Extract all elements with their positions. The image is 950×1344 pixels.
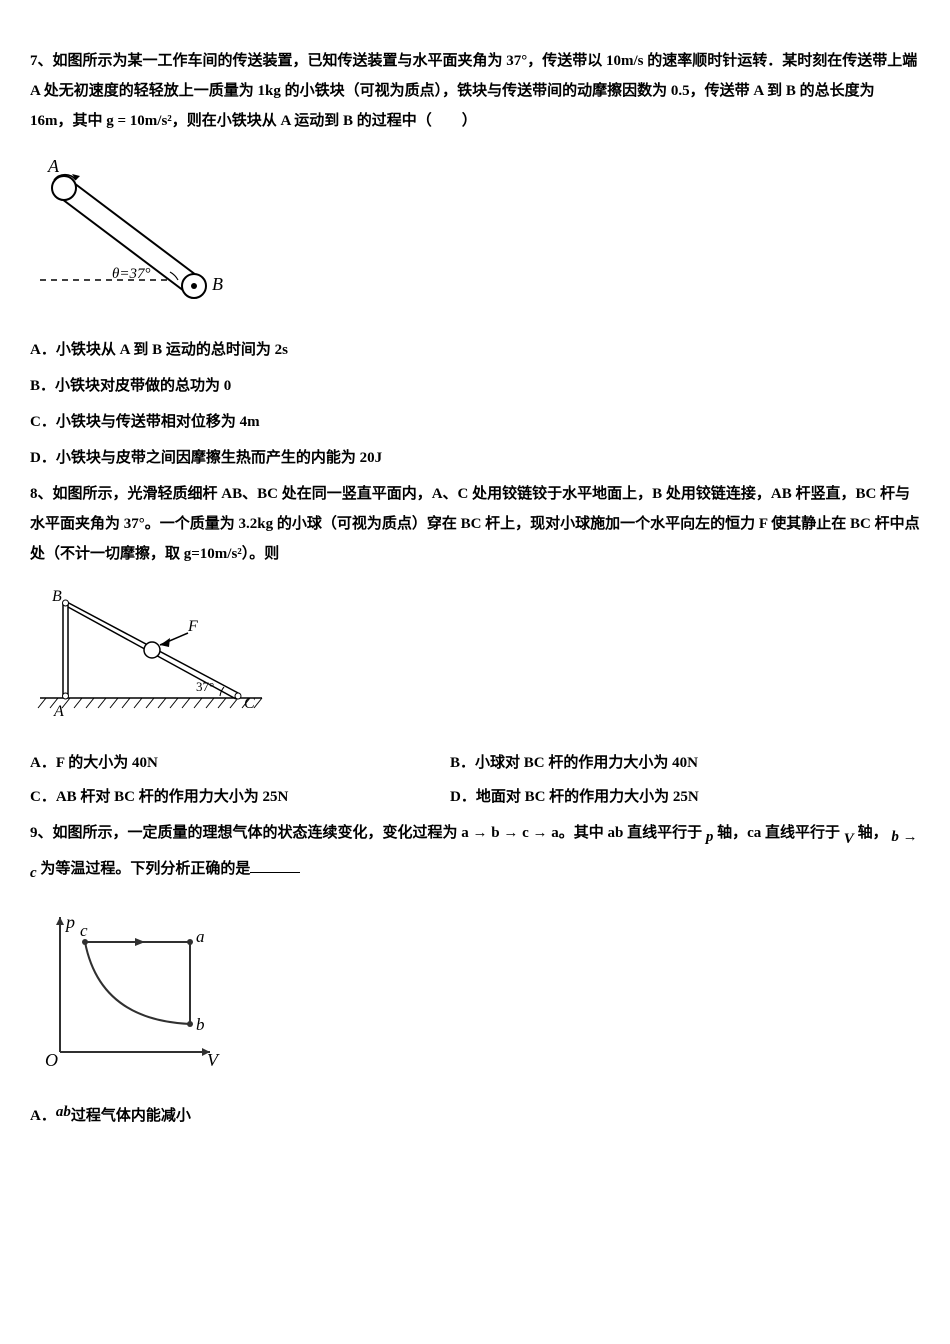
- q8-label-B: B: [52, 588, 62, 605]
- q9-optA-sym: ab: [56, 1104, 71, 1120]
- q9-v: V: [844, 831, 854, 847]
- q7-formula: g = 10m/s²: [106, 113, 172, 129]
- q9-label-c: c: [80, 921, 88, 940]
- q9-blank: [250, 857, 300, 873]
- q7-figure: A B θ=37°: [30, 150, 920, 321]
- q8-label-A: A: [53, 703, 64, 720]
- q9-label-O: O: [45, 1050, 58, 1070]
- q7-stem-2: ，则在小铁块从 A 运动到 B 的过程中（ ）: [172, 113, 477, 129]
- q7-label-B: B: [212, 274, 223, 294]
- q8-label-angle: 37°: [196, 679, 214, 694]
- q9-num: 9、: [30, 825, 53, 841]
- q9-label-p: p: [64, 912, 75, 932]
- q8-figure: B A C F 37°: [30, 583, 920, 734]
- q9-s5: 为等温过程。下列分析正确的是: [40, 861, 250, 877]
- q9-stem: 9、如图所示，一定质量的理想气体的状态连续变化，变化过程为 a → b → c …: [30, 818, 920, 888]
- q8-label-C: C: [244, 695, 255, 712]
- q7-label-angle: θ=37°: [112, 266, 151, 282]
- q8-stem: 8、如图所示，光滑轻质细杆 AB、BC 处在同一竖直平面内，A、C 处用铰链铰于…: [30, 479, 920, 569]
- q7-label-A: A: [47, 156, 60, 176]
- q8-label-F: F: [187, 618, 198, 635]
- q7-num: 7、: [30, 53, 53, 69]
- q9-label-a: a: [196, 927, 205, 946]
- q7-optB: B．小铁块对皮带做的总功为 0: [30, 371, 920, 401]
- q9-optA-prefix: A．: [30, 1108, 56, 1124]
- q9-label-b: b: [196, 1015, 205, 1034]
- q9-p: p: [706, 829, 714, 845]
- q8-num: 8、: [30, 486, 53, 502]
- q8-optB: B．小球对 BC 杆的作用力大小为 40N: [450, 748, 698, 778]
- q7-optC: C．小铁块与传送带相对位移为 4m: [30, 407, 920, 437]
- q9-label-V: V: [207, 1050, 220, 1070]
- q8-stem-text: 如图所示，光滑轻质细杆 AB、BC 处在同一竖直平面内，A、C 处用铰链铰于水平…: [30, 486, 920, 562]
- q9-s1: 如图所示，一定质量的理想气体的状态连续变化，变化过程为: [53, 825, 458, 841]
- q9-s4: 轴，: [858, 825, 888, 841]
- q7-optA: A．小铁块从 A 到 B 运动的总时间为 2s: [30, 335, 920, 365]
- q9-path: a → b → c → a: [461, 825, 559, 841]
- q9-optA: A．ab过程气体内能减小: [30, 1097, 920, 1131]
- q7-stem: 7、如图所示为某一工作车间的传送装置，已知传送装置与水平面夹角为 37°，传送带…: [30, 46, 920, 136]
- q9-s3: 轴，ca 直线平行于: [717, 825, 840, 841]
- q8-optD: D．地面对 BC 杆的作用力大小为 25N: [450, 782, 699, 812]
- q8-optC: C．AB 杆对 BC 杆的作用力大小为 25N: [30, 782, 410, 812]
- q8-optA: A．F 的大小为 40N: [30, 748, 410, 778]
- q9-optA-text: 过程气体内能减小: [71, 1108, 191, 1124]
- q9-figure: p V O c a b: [30, 902, 920, 1083]
- q7-optD: D．小铁块与皮带之间因摩擦生热而产生的内能为 20J: [30, 443, 920, 473]
- q9-s2: 。其中 ab 直线平行于: [559, 825, 702, 841]
